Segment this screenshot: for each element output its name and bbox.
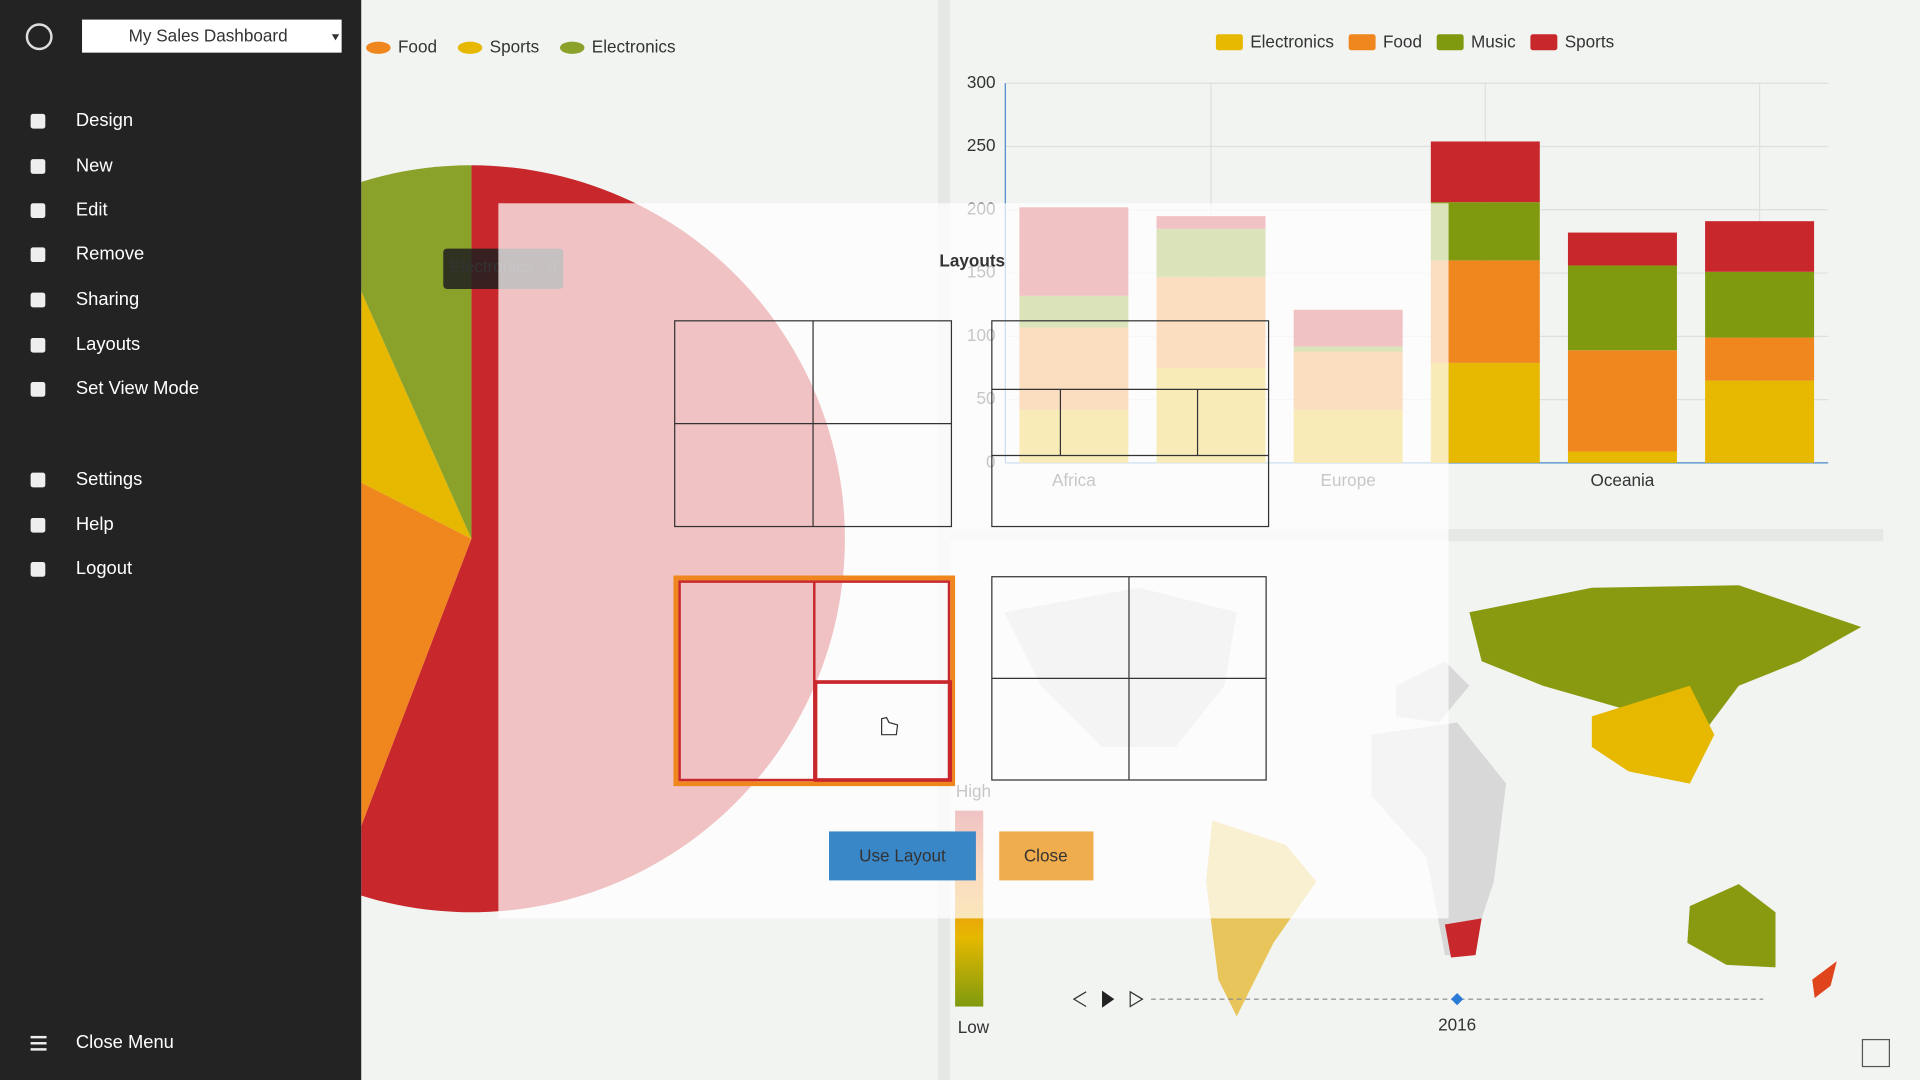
menu-icon bbox=[30, 517, 46, 533]
legend-swatch bbox=[366, 41, 391, 54]
menu-label: Help bbox=[76, 513, 114, 534]
bar-segment bbox=[1430, 141, 1540, 203]
menu-item[interactable]: Layouts bbox=[30, 333, 141, 354]
sidebar: My Sales Dashboard Design New Edit Remove Sh… bbox=[0, 0, 362, 1080]
legend-label: Food bbox=[398, 36, 437, 56]
legend-swatch bbox=[1436, 34, 1464, 51]
prev-button[interactable] bbox=[1072, 991, 1087, 1008]
pie-slice bbox=[361, 291, 472, 539]
layout-option[interactable] bbox=[674, 320, 953, 528]
layouts-modal: Layouts Use Layout Close bbox=[673, 251, 1270, 881]
fullscreen-button[interactable] bbox=[1861, 1038, 1890, 1068]
map-region bbox=[1469, 585, 1862, 735]
menu-label: Logout bbox=[76, 557, 132, 578]
menu-item[interactable]: Settings bbox=[30, 468, 143, 489]
map-region bbox=[1687, 884, 1776, 968]
bar-segment bbox=[1705, 271, 1815, 338]
menu-icon bbox=[30, 113, 46, 129]
legend-swatch bbox=[1215, 34, 1243, 51]
menu-icon bbox=[30, 1035, 47, 1039]
legend-label: Sports bbox=[490, 36, 540, 56]
legend-swatch bbox=[1530, 34, 1558, 51]
legend-label: Music bbox=[1471, 31, 1516, 51]
bar-segment bbox=[1430, 260, 1540, 363]
menu-icon bbox=[30, 1048, 47, 1051]
bar-segment bbox=[1430, 202, 1540, 261]
menu-label: New bbox=[76, 154, 113, 175]
bar-segment bbox=[1567, 265, 1677, 351]
legend-label: Food bbox=[1383, 31, 1422, 51]
button-label: Use Layout bbox=[859, 846, 946, 866]
menu-item[interactable]: Edit bbox=[30, 198, 108, 219]
menu-icon bbox=[30, 247, 46, 263]
map-region bbox=[1591, 685, 1715, 784]
menu-item[interactable]: Remove bbox=[30, 243, 145, 264]
legend-label: Sports bbox=[1565, 31, 1615, 51]
menu-label: Set View Mode bbox=[76, 377, 199, 398]
bar-segment bbox=[1705, 337, 1815, 381]
menu-icon bbox=[30, 382, 46, 397]
y-tick-label: 300 bbox=[967, 72, 996, 92]
use-layout-button[interactable]: Use Layout bbox=[828, 831, 976, 881]
menu-icon bbox=[30, 203, 46, 218]
pie-slice bbox=[361, 482, 472, 826]
bar-segment bbox=[1567, 232, 1677, 266]
dashboard-name: My Sales Dashboard bbox=[129, 25, 288, 45]
menu-item[interactable]: Sharing bbox=[30, 288, 140, 309]
close-button[interactable]: Close bbox=[999, 831, 1094, 881]
menu-icon bbox=[30, 159, 46, 174]
bar-segment bbox=[1567, 451, 1677, 463]
year-label: 2016 bbox=[1438, 1015, 1476, 1035]
menu-label: Sharing bbox=[76, 288, 139, 309]
close-menu[interactable]: Close Menu bbox=[30, 1031, 174, 1052]
button-label: Close bbox=[1024, 846, 1068, 866]
layout-option-selected[interactable] bbox=[673, 575, 956, 787]
bar-segment bbox=[1430, 362, 1540, 463]
map-region bbox=[1812, 961, 1837, 998]
legend-swatch bbox=[1348, 34, 1376, 51]
menu-item[interactable]: Logout bbox=[30, 557, 132, 578]
x-tick-label: Oceania bbox=[1591, 470, 1655, 490]
cursor bbox=[881, 716, 899, 736]
bar-segment bbox=[1705, 380, 1815, 463]
menu-label: Layouts bbox=[76, 333, 140, 354]
menu-icon bbox=[30, 1042, 47, 1045]
y-tick-label: 250 bbox=[967, 135, 996, 155]
next-button[interactable] bbox=[1129, 990, 1144, 1008]
map-legend-low: Low bbox=[958, 1017, 990, 1037]
menu-label: Edit bbox=[76, 198, 108, 219]
map-region bbox=[1444, 918, 1482, 958]
dashboard-select[interactable]: My Sales Dashboard bbox=[82, 19, 342, 53]
sidebar-bg bbox=[0, 0, 362, 1080]
modal-title: Layouts bbox=[939, 251, 1005, 271]
layout-option[interactable] bbox=[991, 576, 1267, 781]
bar-segment bbox=[1567, 350, 1677, 452]
modal-overlay bbox=[498, 203, 1449, 919]
legend-swatch bbox=[457, 41, 483, 54]
logo[interactable] bbox=[25, 23, 53, 51]
legend-label: Electronics bbox=[1250, 31, 1334, 51]
menu-icon bbox=[30, 337, 46, 353]
menu-icon bbox=[30, 472, 46, 488]
menu-item[interactable]: New bbox=[30, 154, 114, 175]
layout-option[interactable] bbox=[991, 320, 1270, 528]
play-button[interactable] bbox=[1102, 990, 1115, 1008]
menu-item[interactable]: Design bbox=[30, 109, 133, 130]
menu-item[interactable]: Help bbox=[30, 513, 114, 534]
menu: Design New Edit Remove Sharing Layouts Set Vie… bbox=[30, 109, 199, 1052]
menu-item[interactable]: Set View Mode bbox=[30, 377, 199, 398]
menu-label: Design bbox=[76, 109, 133, 130]
menu-icon bbox=[30, 292, 46, 308]
menu-label: Close Menu bbox=[76, 1031, 174, 1052]
legend-label: Electronics bbox=[592, 36, 676, 56]
legend-swatch bbox=[559, 41, 585, 54]
menu-label: Settings bbox=[76, 468, 142, 489]
bar-segment bbox=[1705, 221, 1815, 272]
menu-label: Remove bbox=[76, 243, 144, 264]
menu-icon bbox=[30, 562, 46, 577]
